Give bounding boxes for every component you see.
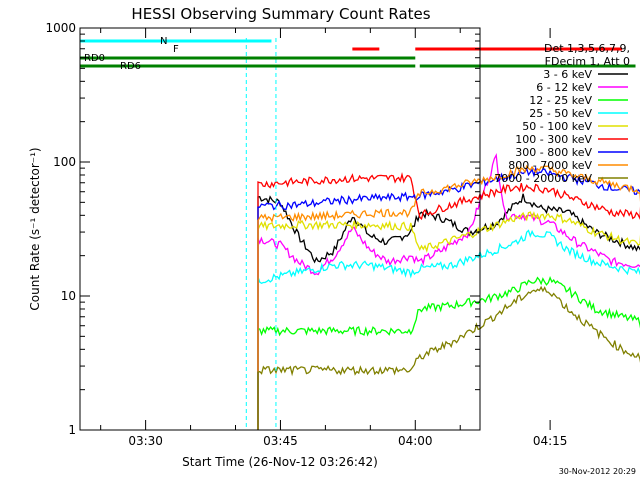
legend-label-100-300-kev: 100 - 300 keV: [515, 133, 592, 146]
legend-label-3-6-kev: 3 - 6 keV: [543, 68, 592, 81]
flag-bars: [80, 39, 636, 68]
axes: 03:3003:4504:0004:1504:3004:4505:0011010…: [45, 21, 568, 448]
series-line-6-12-kev: [257, 153, 640, 430]
series-line-800-7000-kev: [257, 164, 640, 430]
flag-label-rd0: RD0: [84, 53, 105, 64]
series-layer: [257, 153, 640, 430]
series-line-3-6-kev: [257, 193, 640, 430]
legend-header-line-1: Det 1,3,5,6,7,9,: [544, 42, 630, 55]
legend-label-7000-20000-kev: 7000 - 20000 keV: [494, 172, 592, 185]
chart-title: HESSI Observing Summary Count Rates: [131, 5, 430, 23]
legend-label-12-25-kev: 12 - 25 keV: [529, 94, 592, 107]
y-tick-label: 10: [61, 289, 76, 303]
legend-label-300-800-kev: 300 - 800 keV: [515, 146, 592, 159]
y-tick-label: 1: [68, 423, 76, 437]
series-line-100-300-kev: [257, 172, 640, 430]
series-line-25-50-kev: [257, 229, 640, 430]
flag-label-rd6: RD6: [120, 61, 141, 72]
y-tick-label: 1000: [45, 21, 76, 35]
series-line-300-800-kev: [257, 165, 640, 430]
legend-label-6-12-kev: 6 - 12 keV: [536, 81, 592, 94]
legend-label-25-50-kev: 25 - 50 keV: [529, 107, 592, 120]
x-tick-label: 03:45: [263, 434, 298, 448]
legend-label-50-100-kev: 50 - 100 keV: [522, 120, 592, 133]
flag-label-n: N: [160, 36, 167, 47]
legend-header-line-2: FDecim 1, Att 0: [545, 55, 630, 68]
vertical-markers: [245, 38, 277, 430]
series-line-12-25-kev: [257, 276, 640, 430]
x-tick-label: 04:00: [398, 434, 433, 448]
series-line-7000-20000-kev: [257, 285, 640, 430]
x-axis-label: Start Time (26-Nov-12 03:26:42): [182, 455, 378, 469]
x-tick-label: 04:15: [533, 434, 568, 448]
flag-label-f: F: [173, 44, 179, 55]
legend-label-800-7000-kev: 800 - 7000 keV: [508, 159, 592, 172]
render-timestamp: 30-Nov-2012 20:29: [559, 467, 636, 476]
y-axis-label: Count Rate (s⁻¹ detector⁻¹): [28, 147, 42, 310]
y-tick-label: 100: [53, 155, 76, 169]
series-line-50-100-kev: [257, 211, 640, 430]
x-tick-label: 03:30: [128, 434, 163, 448]
legend: Det 1,3,5,6,7,9, FDecim 1, Att 0 3 - 6 k…: [494, 42, 630, 185]
